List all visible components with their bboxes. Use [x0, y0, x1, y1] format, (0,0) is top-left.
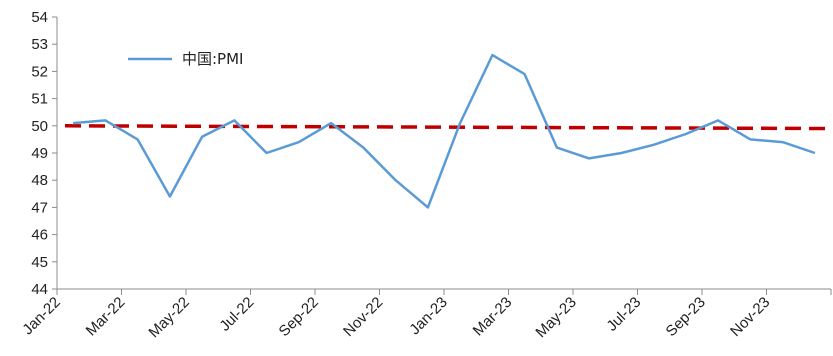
y-tick-label: 45: [31, 254, 48, 271]
y-tick-label: 47: [31, 199, 48, 216]
x-tick-label: Sep-22: [276, 294, 322, 340]
x-tick-label: Mar-23: [470, 294, 516, 340]
y-tick-label: 53: [31, 36, 48, 53]
reference-line: [64, 124, 826, 131]
reference-line-layer: [64, 124, 826, 131]
legend: 中国:PMI: [128, 50, 243, 68]
y-axis: 44 45 46 47 48 49 50 51 52 53 54: [31, 9, 58, 298]
x-tick-label: Nov-23: [727, 294, 773, 340]
y-tick-label: 46: [31, 227, 48, 244]
series-layer: [72, 53, 816, 209]
x-tick-label: Sep-23: [663, 294, 709, 340]
series-line-pmi: [72, 53, 816, 209]
y-tick-label: 54: [31, 9, 48, 26]
y-tick-label: 49: [31, 145, 48, 162]
legend-label: 中国:PMI: [182, 50, 243, 68]
x-tick-label: May-23: [532, 294, 579, 341]
y-tick-label: 52: [31, 63, 48, 80]
y-tick-label: 51: [31, 91, 48, 108]
x-tick-label: May-22: [145, 294, 192, 341]
x-tick-label: Nov-22: [340, 294, 386, 340]
x-tick-label: Jul-22: [216, 294, 257, 335]
y-tick-label: 50: [31, 118, 48, 135]
x-tick-label: Jan-23: [406, 294, 450, 338]
x-tick-label: Jul-23: [603, 294, 644, 335]
x-tick-label: Mar-22: [83, 294, 129, 340]
y-tick-label: 48: [31, 172, 48, 189]
x-axis: Jan-22 Mar-22 May-22 Jul-22 Sep-22 Nov-22 Jan-…: [19, 288, 832, 341]
x-tick-label: Jan-22: [19, 294, 63, 338]
y-tick-label: 44: [31, 281, 48, 298]
